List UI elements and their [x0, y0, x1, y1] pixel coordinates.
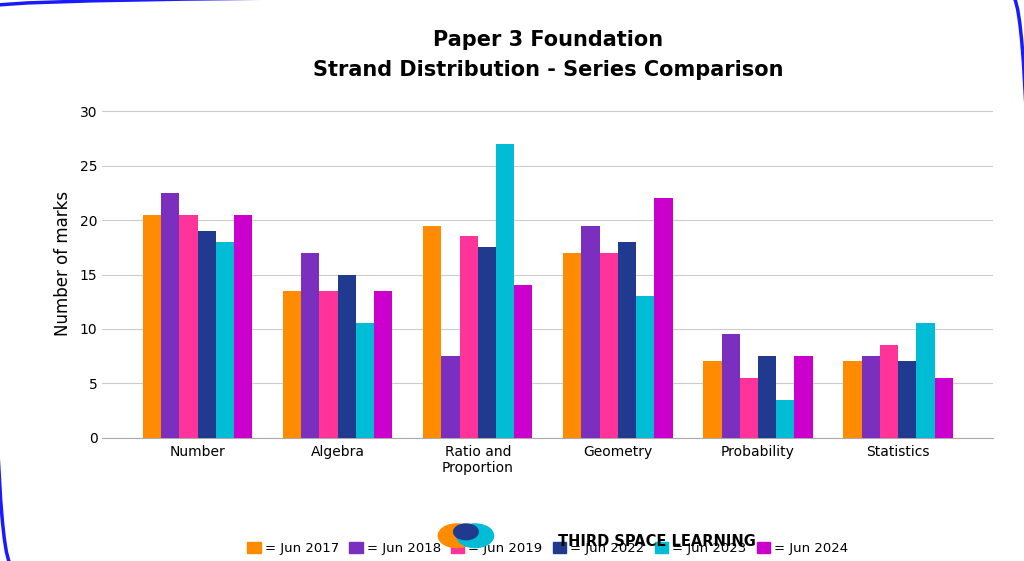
Bar [356, 324, 374, 438]
Bar [844, 361, 862, 438]
Y-axis label: Number of marks: Number of marks [53, 191, 72, 336]
Title: Paper 3 Foundation
Strand Distribution - Series Comparison: Paper 3 Foundation Strand Distribution -… [312, 30, 783, 80]
Text: THIRD SPACE LEARNING: THIRD SPACE LEARNING [558, 534, 756, 549]
Legend: = Jun 2017, = Jun 2018, = Jun 2019, = Jun 2022, = Jun 2023, = Jun 2024: = Jun 2017, = Jun 2018, = Jun 2019, = Ju… [248, 541, 848, 555]
Bar [338, 274, 356, 438]
Bar [582, 226, 600, 438]
Bar [301, 253, 319, 438]
Bar [654, 199, 673, 438]
Bar [600, 253, 617, 438]
Bar [441, 356, 460, 438]
Bar [739, 378, 758, 438]
Bar [179, 215, 198, 438]
Bar [898, 361, 916, 438]
Bar [374, 291, 392, 438]
Bar [795, 356, 813, 438]
Bar [460, 237, 478, 438]
Circle shape [438, 524, 475, 548]
Bar [216, 242, 233, 438]
Bar [916, 324, 935, 438]
Bar [563, 253, 582, 438]
Bar [478, 247, 496, 438]
Bar [776, 399, 795, 438]
Bar [198, 231, 216, 438]
Bar [161, 193, 179, 438]
Bar [514, 286, 532, 438]
Bar [935, 378, 952, 438]
Bar [233, 215, 252, 438]
Bar [319, 291, 338, 438]
Bar [143, 215, 161, 438]
Bar [703, 361, 722, 438]
Bar [722, 334, 739, 438]
Circle shape [454, 524, 478, 540]
Bar [636, 296, 654, 438]
Bar [862, 356, 880, 438]
Bar [283, 291, 301, 438]
Bar [423, 226, 441, 438]
Bar [758, 356, 776, 438]
Bar [617, 242, 636, 438]
Circle shape [457, 524, 494, 548]
Bar [880, 345, 898, 438]
Bar [496, 144, 514, 438]
